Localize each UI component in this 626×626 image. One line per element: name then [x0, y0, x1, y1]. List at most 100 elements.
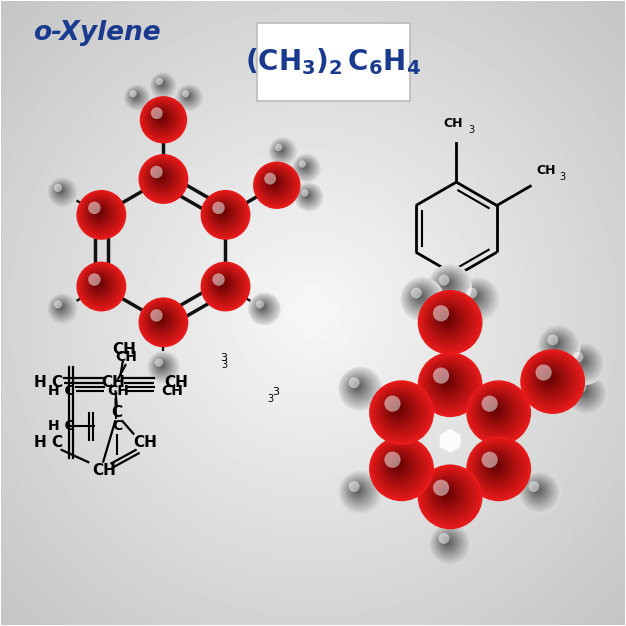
Circle shape: [152, 356, 173, 377]
Circle shape: [78, 264, 124, 309]
Circle shape: [441, 375, 451, 386]
Circle shape: [487, 457, 503, 473]
Circle shape: [51, 181, 73, 202]
Circle shape: [356, 384, 359, 387]
Circle shape: [268, 177, 280, 188]
Circle shape: [257, 302, 268, 313]
Circle shape: [48, 294, 77, 324]
Circle shape: [349, 377, 359, 388]
Circle shape: [346, 375, 372, 400]
Circle shape: [442, 279, 453, 289]
Circle shape: [354, 382, 361, 390]
Circle shape: [96, 281, 100, 285]
Circle shape: [250, 295, 277, 322]
Circle shape: [436, 272, 461, 297]
Circle shape: [431, 366, 464, 398]
Text: 3: 3: [267, 394, 274, 404]
Circle shape: [528, 480, 549, 502]
Text: CH: CH: [112, 342, 136, 357]
Circle shape: [295, 156, 317, 178]
Circle shape: [138, 154, 188, 204]
Text: 3: 3: [222, 360, 227, 370]
Circle shape: [259, 303, 267, 311]
Circle shape: [464, 285, 489, 310]
Circle shape: [56, 185, 66, 196]
Circle shape: [274, 142, 290, 159]
Circle shape: [125, 86, 149, 110]
Circle shape: [145, 101, 180, 136]
Circle shape: [46, 293, 79, 325]
Text: CH: CH: [164, 376, 188, 390]
Circle shape: [91, 275, 107, 292]
Circle shape: [149, 71, 178, 100]
Circle shape: [420, 467, 480, 526]
Circle shape: [150, 166, 163, 178]
Circle shape: [418, 464, 483, 529]
Circle shape: [215, 275, 232, 292]
Circle shape: [481, 451, 498, 468]
Circle shape: [443, 377, 448, 383]
Circle shape: [48, 177, 77, 207]
Circle shape: [49, 295, 76, 322]
Circle shape: [430, 266, 470, 306]
Circle shape: [342, 370, 378, 406]
Circle shape: [155, 170, 167, 182]
Circle shape: [150, 106, 173, 130]
Circle shape: [343, 372, 376, 404]
Circle shape: [443, 490, 448, 495]
Circle shape: [202, 264, 248, 309]
Circle shape: [257, 165, 296, 204]
Text: CH: CH: [92, 463, 116, 478]
Circle shape: [533, 486, 541, 493]
Circle shape: [264, 173, 276, 185]
Circle shape: [405, 282, 438, 315]
Circle shape: [520, 349, 585, 414]
Circle shape: [204, 193, 245, 235]
Circle shape: [531, 361, 570, 398]
Circle shape: [83, 269, 116, 302]
Circle shape: [59, 189, 61, 192]
Circle shape: [52, 182, 71, 201]
Circle shape: [428, 264, 472, 308]
Circle shape: [182, 90, 196, 104]
Circle shape: [578, 357, 585, 364]
Circle shape: [429, 301, 467, 339]
Circle shape: [80, 193, 121, 235]
Circle shape: [565, 345, 602, 381]
Circle shape: [339, 367, 382, 411]
Circle shape: [433, 527, 466, 560]
Circle shape: [147, 306, 177, 336]
Circle shape: [578, 386, 590, 397]
Circle shape: [439, 533, 457, 552]
Circle shape: [180, 88, 198, 106]
Circle shape: [532, 485, 543, 496]
Circle shape: [150, 309, 163, 322]
Circle shape: [54, 300, 62, 309]
Circle shape: [158, 173, 162, 178]
Circle shape: [420, 292, 480, 352]
Circle shape: [376, 387, 424, 436]
Circle shape: [385, 453, 412, 480]
Circle shape: [543, 331, 572, 359]
Circle shape: [272, 141, 292, 160]
Circle shape: [551, 338, 562, 349]
Text: C: C: [111, 405, 122, 420]
Circle shape: [346, 478, 372, 504]
Circle shape: [255, 163, 298, 207]
Circle shape: [275, 144, 287, 156]
Circle shape: [431, 304, 464, 336]
Circle shape: [427, 361, 470, 404]
Circle shape: [351, 483, 366, 498]
Circle shape: [445, 540, 449, 543]
Text: CH: CH: [162, 384, 183, 398]
Circle shape: [442, 536, 453, 548]
Circle shape: [297, 159, 314, 175]
Text: H C: H C: [34, 376, 63, 390]
Circle shape: [212, 274, 225, 285]
Circle shape: [339, 471, 382, 515]
Circle shape: [571, 378, 600, 408]
Circle shape: [469, 382, 528, 442]
Circle shape: [183, 91, 193, 101]
Circle shape: [530, 358, 573, 401]
Circle shape: [51, 297, 73, 319]
